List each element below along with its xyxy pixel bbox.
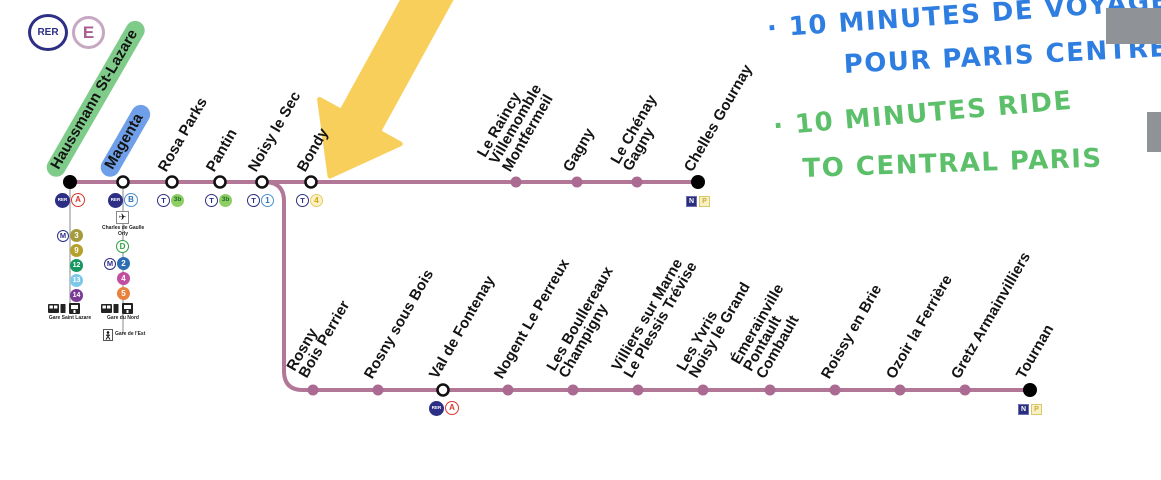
rer-b-icon: B (124, 193, 138, 207)
station-dot-villiers (632, 384, 644, 396)
rer-icon: RER (55, 193, 70, 208)
rer-logo: RER (28, 14, 68, 51)
tram-3b-icon: 3b (171, 194, 184, 207)
airplane-glyph: ✈ (118, 212, 127, 222)
screen-artifact (1147, 112, 1161, 152)
station-dot-ozoir (894, 384, 906, 396)
station-dot-magenta (116, 175, 130, 189)
station-dot-chelles (691, 175, 705, 189)
noctilien-icon: N (686, 196, 697, 207)
rer-icon: RER (108, 193, 123, 208)
airport-icon: ✈ (116, 211, 129, 224)
tram-icon: T (157, 194, 170, 207)
station-dot-val-de-fontenay (436, 383, 450, 397)
station-dot-noisy-le-sec (255, 175, 269, 189)
parking-icon: P (1031, 404, 1042, 415)
metro-icon: M (104, 258, 116, 270)
station-dot-roissy (829, 384, 841, 396)
gare-de-lest-label: Gare de l'Est (115, 331, 146, 337)
train-station-icon (48, 304, 66, 313)
highlight-arrow-bondy (317, 0, 454, 179)
gare-du-nord-label: Gare du Nord (107, 315, 139, 321)
metro-13-icon: 13 (70, 274, 83, 287)
tram-4-icon: 4 (310, 194, 323, 207)
noctilien-icon: N (1018, 404, 1029, 415)
cdg-orly-label: Charles de Gaulle Orly (102, 225, 145, 237)
train-station-icon (122, 303, 133, 314)
station-dot-gretz (959, 384, 971, 396)
station-dot-bondy (304, 175, 318, 189)
parking-icon: P (699, 196, 710, 207)
station-dot-rosny-sous-bois (372, 384, 384, 396)
screen-artifact (1106, 8, 1161, 44)
station-dot-le-chenay (631, 176, 643, 188)
metro-14-icon: 14 (70, 289, 83, 302)
station-dot-boullereaux (567, 384, 579, 396)
station-dot-tournan (1023, 383, 1037, 397)
metro-9-icon: 9 (70, 244, 83, 257)
station-dot-gagny (571, 176, 583, 188)
station-dot-nogent (502, 384, 514, 396)
rer-logo-text: RER (37, 27, 59, 38)
tram-3b-icon: 3b (219, 194, 232, 207)
line-e-logo: E (72, 16, 105, 49)
line-e-letter: E (82, 22, 95, 42)
rer-a-icon: A (71, 193, 85, 207)
station-dot-rosa-parks (165, 175, 179, 189)
metro-2-icon: 2 (117, 257, 130, 270)
station-dot-yvris (697, 384, 709, 396)
gare-st-lazare-label: Gare Saint Lazare (48, 315, 92, 321)
tram-1-icon: 1 (261, 194, 274, 207)
train-station-icon (101, 304, 119, 313)
metro-3-icon: 3 (70, 229, 83, 242)
pedestrian-icon (103, 329, 113, 341)
line-bottom-branch (265, 180, 1030, 392)
metro-icon: M (57, 230, 69, 242)
rer-icon: RER (429, 401, 444, 416)
rer-a-icon: A (445, 401, 459, 415)
tram-icon: T (296, 194, 309, 207)
rer-d-icon: D (116, 240, 129, 253)
station-dot-pantin (213, 175, 227, 189)
station-dot-rosny-bois-perrier (307, 384, 319, 396)
metro-5-icon: 5 (117, 287, 130, 300)
station-dot-emerainville (764, 384, 776, 396)
station-dot-le-raincy (510, 176, 522, 188)
tram-icon: T (205, 194, 218, 207)
tram-icon: T (247, 194, 260, 207)
connector-line (69, 189, 71, 305)
metro-12-icon: 12 (70, 259, 83, 272)
train-station-icon (69, 303, 80, 314)
metro-4-icon: 4 (117, 272, 130, 285)
station-dot-haussmann (63, 175, 77, 189)
